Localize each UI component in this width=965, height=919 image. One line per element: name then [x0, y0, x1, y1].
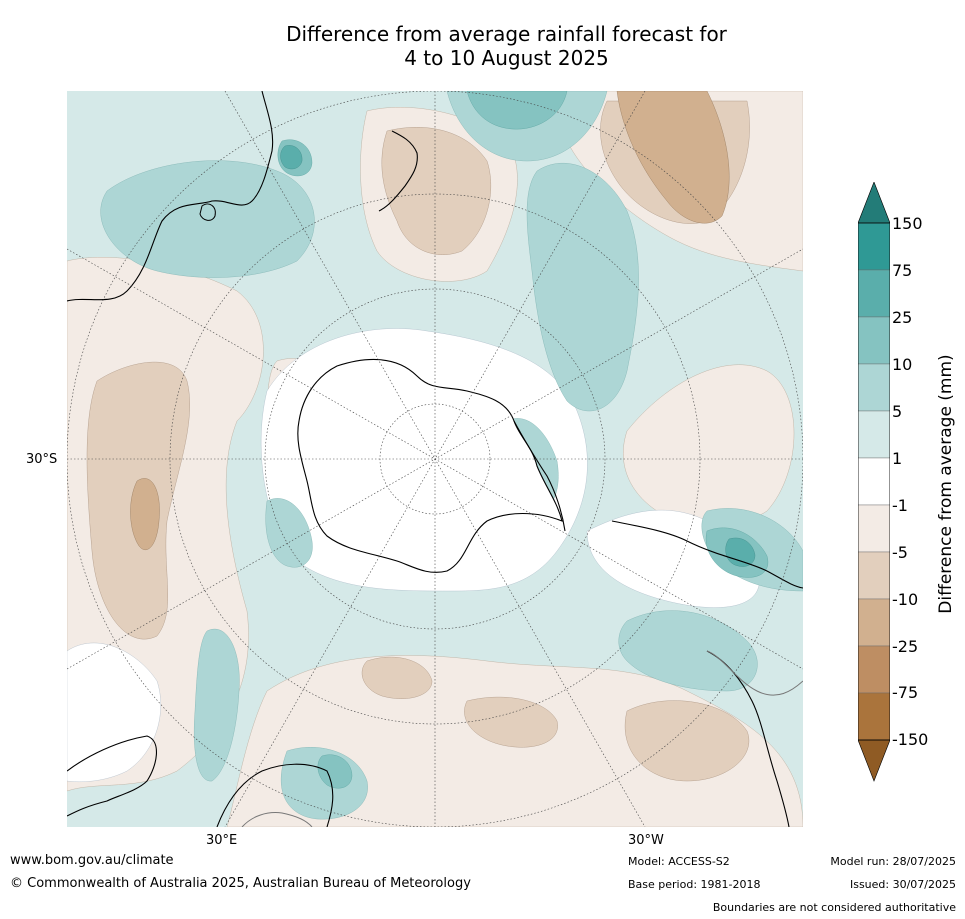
colorbar-segment	[858, 269, 890, 318]
title-line-1: Difference from average rainfall forecas…	[286, 22, 727, 46]
colorbar-segment	[858, 598, 890, 647]
rainfall-map	[67, 91, 803, 827]
graticule	[67, 91, 803, 827]
lon-label-30e: 30°E	[206, 833, 238, 848]
tasmania-outline	[199, 203, 216, 221]
footer-model-run: Model run: 28/07/2025	[830, 855, 956, 868]
footer-disclaimer: Boundaries are not considered authoritat…	[712, 901, 956, 914]
colorbar-segment	[858, 692, 890, 741]
colorbar-tick: 5	[892, 402, 903, 421]
footer-url: www.bom.gov.au/climate	[10, 853, 174, 868]
footer-model: Model: ACCESS-S2	[628, 855, 730, 868]
colorbar-tick: -5	[892, 543, 908, 562]
colorbar-tick: 1	[892, 449, 903, 468]
chart-title: Difference from average rainfall forecas…	[200, 22, 813, 70]
colorbar-bottom-extension	[858, 739, 890, 782]
footer-copyright: © Commonwealth of Australia 2025, Austra…	[10, 876, 471, 891]
colorbar-title: Difference from average (mm)	[936, 354, 956, 614]
colorbar	[858, 182, 890, 782]
australia-outline	[67, 91, 274, 302]
colorbar-tick: 75	[892, 261, 913, 280]
colorbar-tick: 150	[892, 214, 923, 233]
colorbar-tick: -150	[892, 730, 929, 749]
africa-outline	[67, 735, 157, 817]
colorbar-segment	[858, 363, 890, 412]
colorbar-tick: 25	[892, 308, 913, 327]
colorbar-tick: 10	[892, 355, 913, 374]
colorbar-segment	[858, 457, 890, 506]
new-zealand-outline	[378, 130, 418, 212]
colorbar-segment	[858, 222, 890, 271]
strong-dry-regions	[130, 91, 730, 551]
south-america-outline	[611, 520, 803, 589]
lon-label-30w: 30°W	[628, 833, 664, 848]
colorbar-tick: -25	[892, 637, 919, 656]
antarctica-outline	[297, 358, 563, 573]
colorbar-segment	[858, 551, 890, 600]
footer-issued: Issued: 30/07/2025	[849, 878, 956, 891]
colorbar-tick: -1	[892, 496, 908, 515]
colorbar-segment	[858, 410, 890, 459]
colorbar-tick: -75	[892, 683, 919, 702]
colorbar-tick: -10	[892, 590, 919, 609]
wet-peak-regions	[280, 145, 756, 567]
footer-base-period: Base period: 1981-2018	[628, 878, 761, 891]
colorbar-segment	[858, 504, 890, 553]
title-line-2: 4 to 10 August 2025	[404, 46, 609, 70]
lat-label-30s: 30°S	[26, 452, 58, 467]
colorbar-segment	[858, 645, 890, 694]
colorbar-segment	[858, 316, 890, 365]
colorbar-top-extension	[858, 182, 890, 224]
